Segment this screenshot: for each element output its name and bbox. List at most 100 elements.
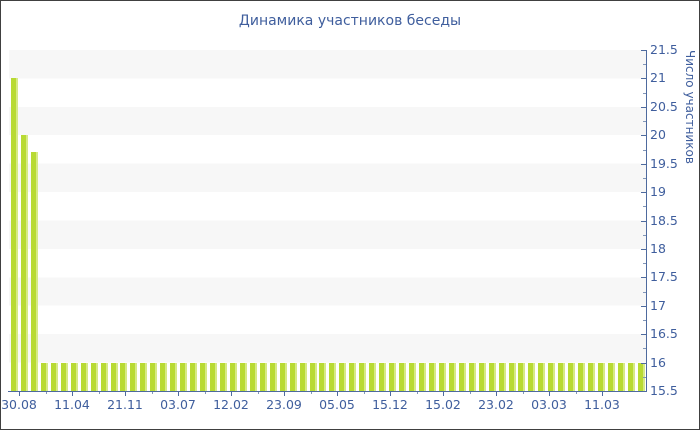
bar (80, 362, 88, 391)
bar (329, 362, 337, 391)
x-minor-tick (45, 392, 47, 394)
bar (627, 362, 635, 391)
bar (418, 362, 426, 391)
x-tick-label: 21.11 (107, 397, 143, 412)
y-axis-title: Число участников (683, 50, 697, 164)
bar (229, 362, 237, 391)
x-minor-tick (257, 392, 259, 394)
x-tick-label: 23.02 (478, 397, 514, 412)
bar (448, 362, 456, 391)
y-tick-label: 19.5 (650, 155, 678, 171)
bar (100, 362, 108, 391)
y-minor-tick (643, 348, 646, 350)
x-tick (178, 392, 179, 396)
bar (488, 362, 496, 391)
x-tick-label: 11.04 (54, 397, 90, 412)
bar (120, 362, 128, 391)
bar (588, 362, 596, 391)
x-tick-label: 03.07 (160, 397, 196, 412)
y-tick (641, 334, 646, 336)
x-tick (72, 392, 73, 396)
x-minor-tick (469, 392, 471, 394)
y-minor-tick (643, 320, 646, 321)
bar (438, 362, 446, 391)
bar (180, 362, 188, 391)
bar (90, 362, 98, 391)
bar (379, 362, 387, 391)
bar (200, 362, 208, 391)
x-minor-tick (575, 392, 577, 394)
y-minor-tick (643, 92, 646, 94)
y-minor-tick (643, 177, 646, 179)
bar (219, 362, 227, 391)
y-tick (641, 248, 646, 250)
bar (70, 362, 78, 391)
bar (279, 362, 287, 391)
bars-layer (9, 50, 646, 391)
y-tick-label: 17.5 (650, 269, 678, 285)
y-minor-tick (643, 206, 646, 208)
bar (11, 78, 18, 391)
bar (160, 362, 168, 391)
bar (637, 362, 645, 391)
bar (498, 362, 506, 391)
bar (409, 362, 416, 391)
bar (508, 362, 516, 391)
x-tick-label: 15.02 (425, 397, 461, 412)
bar (110, 362, 118, 391)
bar (598, 362, 606, 391)
bar (548, 362, 556, 391)
x-tick-label: 05.05 (319, 397, 355, 412)
bar (518, 362, 526, 391)
y-minor-tick (643, 234, 646, 236)
bar (190, 362, 198, 391)
y-minor-tick (643, 263, 646, 265)
bar (568, 362, 576, 391)
y-minor-tick (643, 149, 646, 151)
y-tick (641, 305, 646, 307)
x-tick (443, 392, 444, 396)
chart-title: Динамика участников беседы (238, 13, 462, 29)
y-tick-label: 17 (650, 297, 666, 313)
x-minor-tick (416, 392, 418, 394)
y-tick-label: 20 (650, 127, 666, 143)
x-tick (231, 392, 232, 396)
bar (140, 362, 148, 391)
bar (399, 362, 407, 391)
bar (538, 362, 546, 391)
y-tick-label: 16.5 (650, 326, 678, 342)
y-tick-label: 21 (650, 70, 666, 86)
y-tick (641, 106, 646, 108)
bar (349, 362, 357, 391)
y-tick (641, 50, 646, 51)
x-tick-label: 12.02 (213, 397, 249, 412)
y-tick (641, 391, 646, 392)
y-minor-tick (643, 121, 646, 122)
x-tick-label: 03.03 (531, 397, 567, 412)
bar (20, 135, 28, 391)
y-tick-label: 20.5 (650, 98, 678, 114)
bar (369, 362, 377, 391)
plot-area (9, 50, 646, 391)
x-tick (496, 392, 497, 396)
bar (40, 362, 48, 391)
y-tick (641, 220, 646, 222)
y-tick-label: 21.5 (650, 42, 678, 57)
bar (478, 362, 486, 391)
bar (289, 362, 297, 391)
bar (150, 362, 158, 391)
bar (468, 362, 476, 391)
x-tick-label: 30.08 (1, 397, 37, 412)
bar (299, 362, 307, 391)
bar (170, 362, 178, 391)
bar (309, 362, 317, 391)
bar (259, 362, 267, 391)
y-tick (641, 277, 646, 279)
bar (60, 362, 68, 391)
bar (319, 362, 327, 391)
x-minor-tick (363, 392, 365, 394)
bar (269, 362, 277, 391)
bar (617, 362, 625, 391)
x-tick (602, 392, 603, 396)
